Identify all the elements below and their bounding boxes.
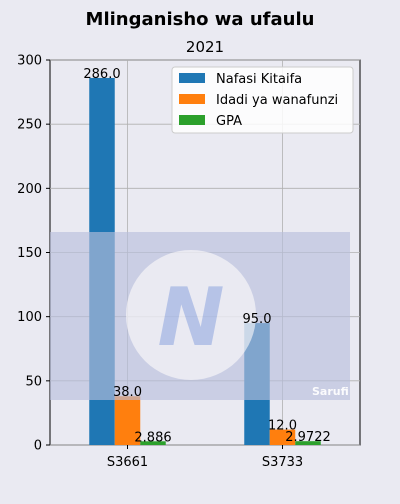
y-tick-label: 50	[25, 374, 42, 389]
watermark-text: Sarufi	[312, 385, 349, 398]
y-tick-label: 100	[17, 310, 42, 325]
legend-label-idadi-ya-wanafunzi: Idadi ya wanafunzi	[216, 93, 338, 108]
bar-idadi-ya-wanafunzi-s3733	[269, 429, 296, 445]
data-label: 38.0	[113, 385, 142, 400]
chart-title: Mlinganisho wa ufaulu	[86, 9, 315, 30]
watermark: N Sarufi	[50, 232, 350, 400]
legend-label-gpa: GPA	[216, 114, 242, 129]
legend-box	[171, 66, 354, 134]
bar-idadi-ya-wanafunzi-s3661	[114, 396, 141, 445]
bar-gpa-s3733	[295, 441, 321, 445]
y-tick-label: 300	[17, 54, 42, 69]
legend-swatch-nafasi-kitaifa	[179, 73, 205, 83]
x-tick-label: S3661	[107, 455, 148, 470]
legend-swatch-idadi-ya-wanafunzi	[179, 94, 205, 104]
data-label: 95.0	[243, 312, 272, 327]
data-label: 12.0	[268, 419, 297, 434]
data-labels: 286.0 95.0 38.0 12.0 2.886 2.9722	[83, 67, 330, 445]
chart-subtitle: 2021	[186, 38, 224, 56]
bar-gpa-s3661	[140, 441, 166, 445]
data-label: 2.9722	[285, 430, 331, 445]
y-tick-label: 200	[17, 182, 42, 197]
x-tick-label: S3733	[262, 455, 303, 470]
data-label: 286.0	[83, 67, 120, 82]
axes: 0 50 100 150 200 250 300 S3661 S3733	[17, 54, 303, 471]
legend-swatch-gpa	[179, 115, 205, 125]
y-tick-label: 0	[34, 439, 42, 454]
watermark-logo-circle	[126, 250, 256, 380]
legend: Nafasi Kitaifa Idadi ya wanafunzi GPA	[171, 66, 354, 134]
legend-label-nafasi-kitaifa: Nafasi Kitaifa	[216, 72, 302, 87]
y-tick-label: 150	[17, 246, 42, 261]
data-label: 2.886	[134, 430, 171, 445]
y-tick-label: 250	[17, 118, 42, 133]
watermark-logo-letter: N	[158, 271, 225, 364]
